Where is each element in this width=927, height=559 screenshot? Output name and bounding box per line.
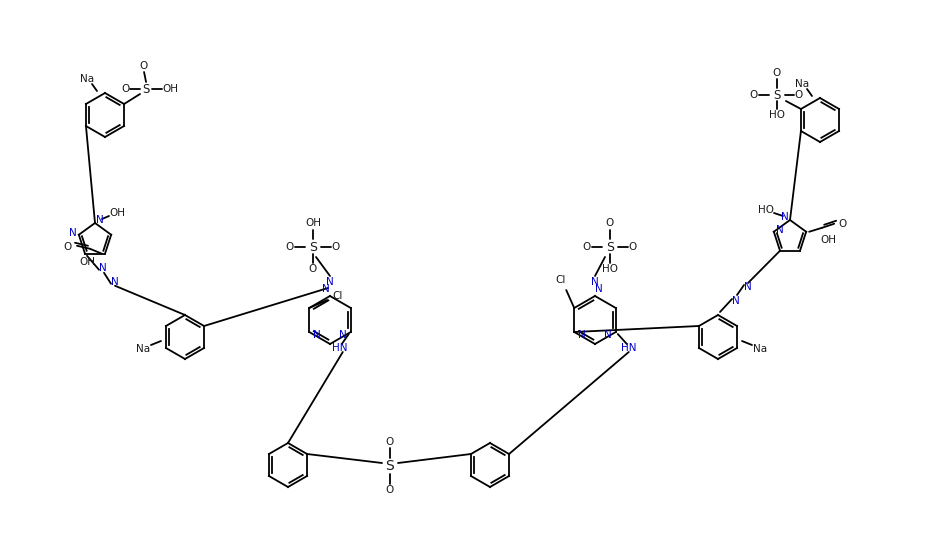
- Text: N: N: [590, 277, 598, 287]
- Text: OH: OH: [108, 208, 125, 218]
- Text: N: N: [743, 282, 751, 292]
- Text: N: N: [322, 284, 329, 294]
- Text: N: N: [111, 277, 119, 287]
- Text: O: O: [386, 437, 394, 447]
- Text: HO: HO: [768, 110, 784, 120]
- Text: O: O: [629, 242, 637, 252]
- Text: Na: Na: [752, 344, 767, 354]
- Text: OH: OH: [819, 235, 835, 245]
- Text: O: O: [749, 90, 757, 100]
- Text: S: S: [772, 88, 780, 102]
- Text: O: O: [772, 68, 781, 78]
- Text: N: N: [578, 330, 586, 340]
- Text: O: O: [605, 218, 614, 228]
- Text: N: N: [594, 284, 603, 294]
- Text: S: S: [309, 240, 317, 253]
- Text: N: N: [775, 225, 783, 235]
- Text: Na: Na: [80, 74, 94, 84]
- Text: HO: HO: [757, 205, 773, 215]
- Text: O: O: [286, 242, 294, 252]
- Text: S: S: [142, 83, 149, 96]
- Text: N: N: [69, 228, 77, 238]
- Text: S: S: [386, 459, 394, 473]
- Text: O: O: [332, 242, 340, 252]
- Text: N: N: [731, 296, 739, 306]
- Text: N: N: [99, 263, 107, 273]
- Text: O: O: [64, 241, 72, 252]
- Text: S: S: [605, 240, 614, 253]
- Text: O: O: [121, 84, 129, 94]
- Text: O: O: [582, 242, 590, 252]
- Text: Cl: Cl: [332, 291, 342, 301]
- Text: HN: HN: [620, 343, 636, 353]
- Text: O: O: [386, 485, 394, 495]
- Text: N: N: [338, 330, 347, 340]
- Text: N: N: [603, 330, 611, 340]
- Text: O: O: [837, 219, 845, 229]
- Text: HO: HO: [602, 264, 617, 274]
- Text: O: O: [309, 264, 317, 274]
- Text: Cl: Cl: [554, 275, 565, 285]
- Text: OH: OH: [79, 257, 95, 267]
- Text: OH: OH: [162, 84, 178, 94]
- Text: N: N: [781, 212, 788, 222]
- Text: O: O: [139, 61, 147, 71]
- Text: O: O: [794, 90, 802, 100]
- Text: HN: HN: [332, 343, 347, 353]
- Text: Na: Na: [135, 344, 150, 354]
- Text: Na: Na: [794, 79, 808, 89]
- Text: N: N: [96, 215, 104, 225]
- Text: OH: OH: [305, 218, 321, 228]
- Text: N: N: [325, 277, 334, 287]
- Text: N: N: [313, 330, 321, 340]
